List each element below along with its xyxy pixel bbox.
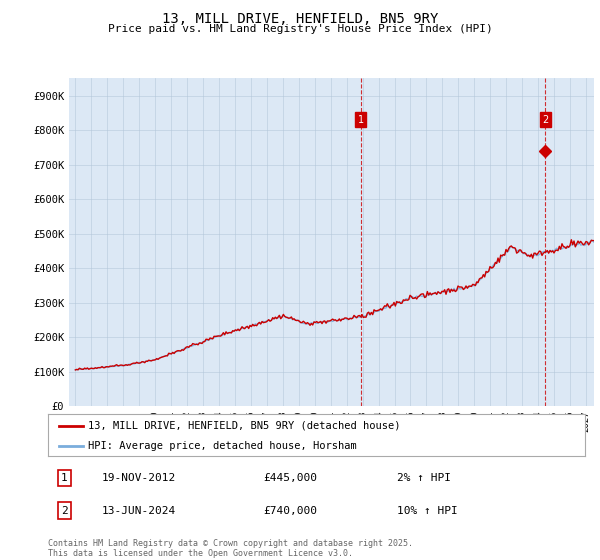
Text: Contains HM Land Registry data © Crown copyright and database right 2025.
This d: Contains HM Land Registry data © Crown c… xyxy=(48,539,413,558)
Text: 1: 1 xyxy=(358,115,364,125)
Text: Price paid vs. HM Land Registry's House Price Index (HPI): Price paid vs. HM Land Registry's House … xyxy=(107,24,493,34)
Text: 13-JUN-2024: 13-JUN-2024 xyxy=(102,506,176,516)
Text: £445,000: £445,000 xyxy=(263,473,317,483)
Text: 10% ↑ HPI: 10% ↑ HPI xyxy=(397,506,458,516)
Text: HPI: Average price, detached house, Horsham: HPI: Average price, detached house, Hors… xyxy=(88,441,357,451)
Text: 2% ↑ HPI: 2% ↑ HPI xyxy=(397,473,451,483)
Text: 1: 1 xyxy=(61,473,67,483)
Text: 2: 2 xyxy=(542,115,548,125)
Text: £740,000: £740,000 xyxy=(263,506,317,516)
Text: 19-NOV-2012: 19-NOV-2012 xyxy=(102,473,176,483)
Text: 13, MILL DRIVE, HENFIELD, BN5 9RY (detached house): 13, MILL DRIVE, HENFIELD, BN5 9RY (detac… xyxy=(88,421,401,431)
Text: 13, MILL DRIVE, HENFIELD, BN5 9RY: 13, MILL DRIVE, HENFIELD, BN5 9RY xyxy=(162,12,438,26)
Text: 2: 2 xyxy=(61,506,67,516)
